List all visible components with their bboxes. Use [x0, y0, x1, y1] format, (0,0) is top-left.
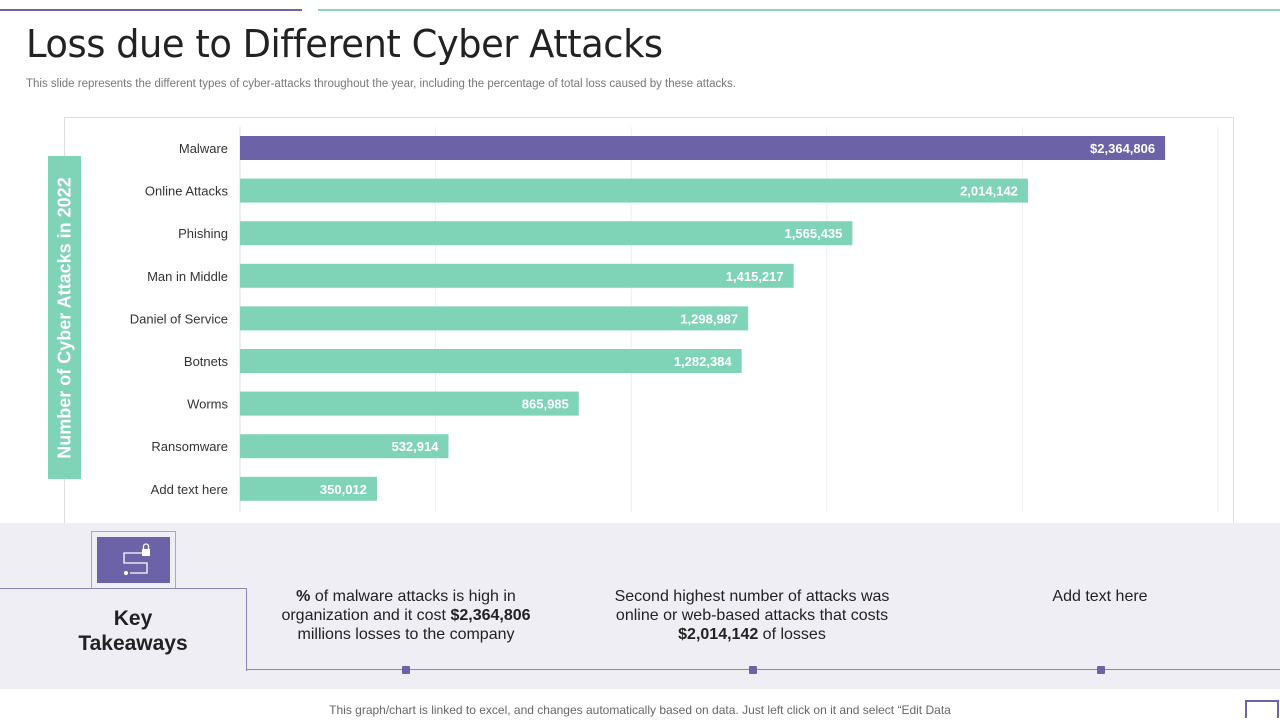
bar — [240, 391, 579, 416]
category-label: Daniel of Service — [130, 311, 228, 326]
y-axis-label: Number of Cyber Attacks in 2022 — [48, 156, 81, 479]
bar — [240, 434, 449, 459]
category-label: Malware — [179, 141, 228, 156]
bar — [240, 263, 794, 288]
page-subtitle: This slide represents the different type… — [26, 78, 737, 90]
data-label: 1,298,987 — [680, 311, 738, 326]
key-takeaways-title: Key Takeaways — [78, 607, 188, 655]
timeline-dot — [402, 666, 410, 674]
page-title: Loss due to Different Cyber Attacks — [26, 22, 663, 66]
data-label: 1,415,217 — [726, 269, 784, 284]
takeaways-band — [0, 523, 1280, 689]
data-label: 532,914 — [391, 439, 439, 454]
data-label: 350,012 — [320, 482, 367, 497]
category-label: Add text here — [151, 482, 228, 497]
category-label: Ransomware — [151, 439, 228, 454]
accent-line-green — [318, 9, 1280, 11]
data-label: $2,364,806 — [1090, 141, 1155, 156]
data-label: 1,282,384 — [674, 354, 733, 369]
category-label: Worms — [187, 397, 228, 412]
takeaway-1: % of malware attacks is high in organiza… — [281, 588, 531, 643]
bar-chart[interactable]: Malware $2,364,806 Online Attacks 2,014,142… — [0, 0, 1280, 520]
takeaway-2: Second highest number of attacks was onl… — [614, 588, 890, 643]
lock-key-icon — [123, 543, 150, 575]
timeline-line — [246, 669, 1280, 670]
bar — [240, 178, 1028, 203]
security-icon-box — [91, 531, 176, 589]
bar — [240, 349, 742, 373]
timeline-dot — [1097, 666, 1105, 674]
key-takeaways-box — [0, 588, 247, 671]
bar — [240, 221, 853, 246]
bar — [240, 136, 1166, 160]
accent-line-purple — [0, 9, 302, 11]
category-label: Online Attacks — [145, 184, 229, 199]
bar — [240, 476, 377, 501]
category-label: Man in Middle — [147, 269, 228, 284]
category-label: Phishing — [178, 226, 228, 241]
data-label: 2,014,142 — [960, 184, 1018, 199]
takeaway-3: Add text here — [1052, 588, 1148, 605]
data-label: 865,985 — [522, 397, 569, 412]
category-label: Botnets — [184, 354, 229, 369]
timeline-dot — [749, 666, 757, 674]
bar — [240, 306, 749, 331]
footer-note: This graph/chart is linked to excel, and… — [329, 703, 951, 717]
monitor-icon — [1245, 700, 1279, 718]
data-label: 1,565,435 — [785, 226, 843, 241]
